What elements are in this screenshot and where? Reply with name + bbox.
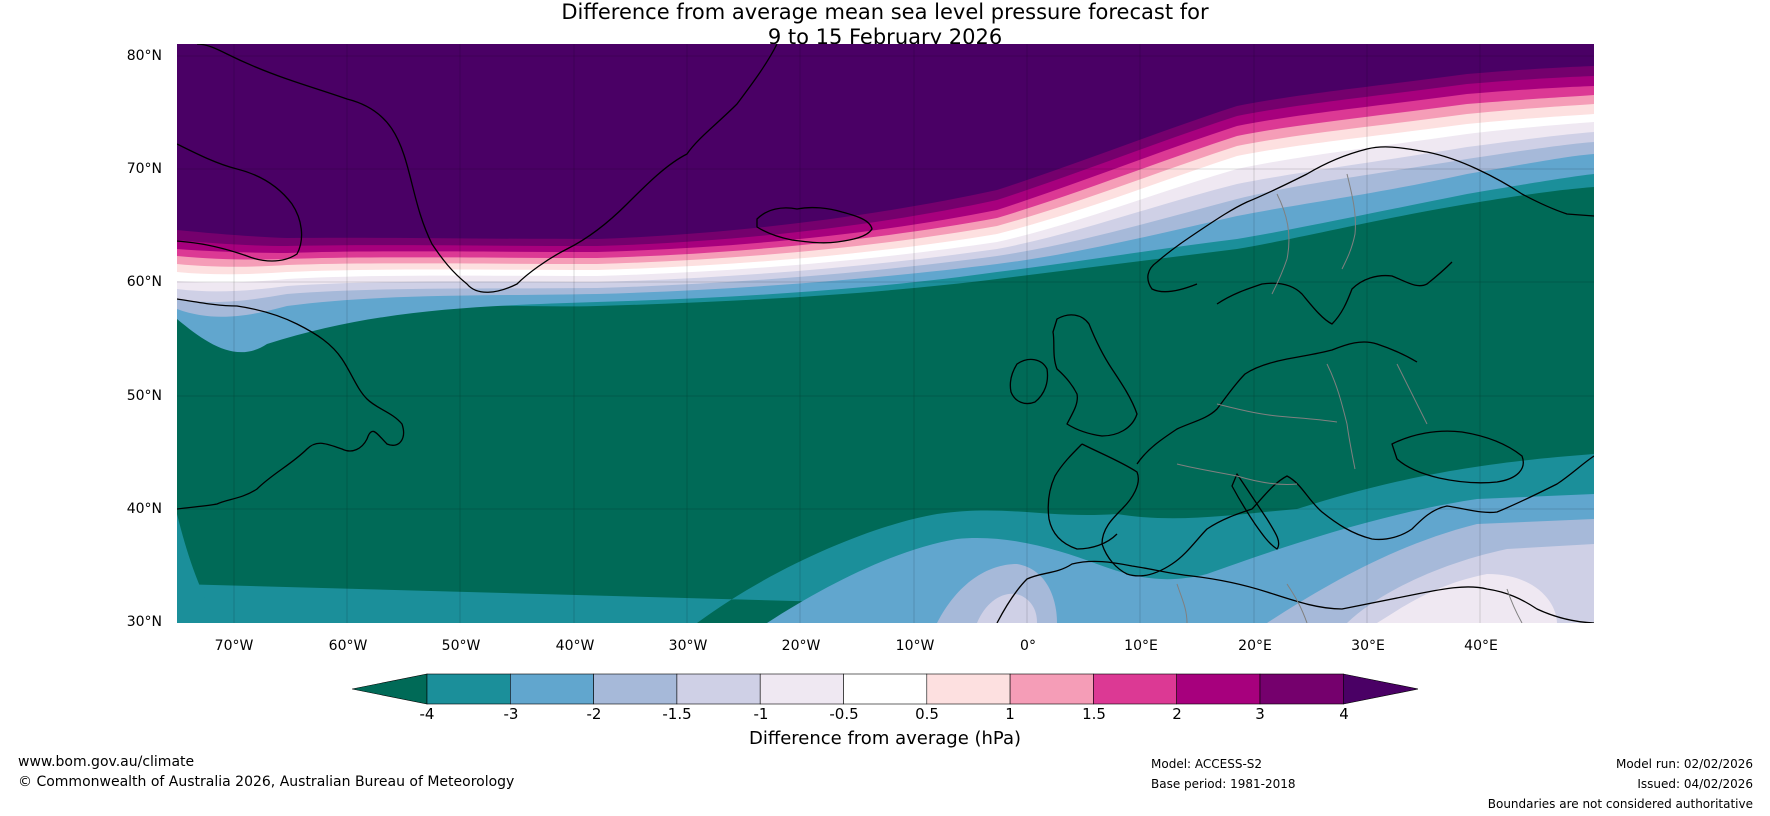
colorbar-tick-label: -1.5 xyxy=(662,705,692,723)
colorbar xyxy=(352,673,1418,705)
colorbar-segment xyxy=(1009,673,1094,705)
colorbar-tick-label: 1 xyxy=(1005,705,1015,723)
lon-label-0: 0° xyxy=(1020,638,1036,654)
map-title: Difference from average mean sea level p… xyxy=(0,0,1770,50)
coastlines xyxy=(177,44,1594,623)
colorbar-label: Difference from average (hPa) xyxy=(748,728,1022,749)
colorbar-segment xyxy=(1093,673,1178,705)
band-minus0p5-east xyxy=(1377,574,1557,623)
colorbar-segment xyxy=(593,673,678,705)
footer-issued: Issued: 04/02/2026 xyxy=(1637,777,1753,791)
north-sea-coast xyxy=(1136,341,1418,465)
footer-url: www.bom.gov.au/climate xyxy=(18,754,195,770)
colorbar-segment xyxy=(759,673,844,705)
lat-label-70n: 70°N xyxy=(126,161,162,177)
footer-model: Model: ACCESS-S2 xyxy=(1151,757,1263,771)
band-minus1-africa-west xyxy=(977,593,1037,623)
lon-label-50w: 50°W xyxy=(441,638,481,654)
positive-anomaly-region xyxy=(177,44,1594,239)
band-minus3-west xyxy=(177,514,217,623)
colorbar-segment xyxy=(1176,673,1261,705)
graticule xyxy=(177,44,1594,623)
colorbar-segment xyxy=(426,673,511,705)
colorbar-segment xyxy=(843,673,928,705)
baffin-coast xyxy=(177,143,303,262)
north-africa-coast xyxy=(996,560,1594,623)
lon-label-30e: 30°E xyxy=(1351,638,1385,654)
footer-base-period: Base period: 1981-2018 xyxy=(1151,777,1296,791)
lon-label-30w: 30°W xyxy=(668,638,708,654)
lat-label-40n: 40°N xyxy=(126,501,162,517)
colorbar-tick-label: -1 xyxy=(753,705,769,723)
scandinavia-coast xyxy=(1147,146,1594,293)
iberia-coast xyxy=(1047,443,1118,550)
title-line-1: Difference from average mean sea level p… xyxy=(561,0,1209,24)
footer-model-run: Model run: 02/02/2026 xyxy=(1615,757,1753,771)
lon-label-20w: 20°W xyxy=(781,638,821,654)
colorbar-segment xyxy=(1259,673,1344,705)
lon-label-70w: 70°W xyxy=(214,638,254,654)
greenland-coast xyxy=(196,44,778,293)
mediterranean-north-coast xyxy=(1081,443,1594,577)
colorbar-tick-label: 1.5 xyxy=(1082,705,1106,723)
colorbar-extend-high xyxy=(1342,673,1418,705)
black-sea-coast xyxy=(1391,430,1524,484)
colorbar-tick-label: -2 xyxy=(586,705,602,723)
lon-label-10w: 10°W xyxy=(895,638,935,654)
colorbar-tick-label: 0.5 xyxy=(915,705,939,723)
lat-label-60n: 60°N xyxy=(126,274,162,290)
lon-label-60w: 60°W xyxy=(328,638,368,654)
colorbar-tick-label: -3 xyxy=(503,705,519,723)
iceland-coast xyxy=(756,206,873,244)
great-britain-coast xyxy=(1052,314,1138,437)
lat-label-50n: 50°N xyxy=(126,388,162,404)
lon-label-40e: 40°E xyxy=(1464,638,1498,654)
lat-label-80n: 80°N xyxy=(126,48,162,64)
footer-disclaimer: Boundaries are not considered authoritat… xyxy=(1487,797,1753,811)
baltic-coast xyxy=(1216,261,1453,325)
colorbar-tick-label: -0.5 xyxy=(829,705,859,723)
pressure-anomaly-map xyxy=(177,44,1594,623)
labrador-coast xyxy=(177,298,405,510)
national-borders xyxy=(1176,173,1523,623)
colorbar-tick-label: 2 xyxy=(1172,705,1182,723)
lon-label-10e: 10°E xyxy=(1124,638,1158,654)
ireland-coast xyxy=(1009,358,1049,405)
lon-label-40w: 40°W xyxy=(555,638,595,654)
colorbar-segment xyxy=(926,673,1011,705)
italy-coast xyxy=(1231,473,1280,550)
footer-copyright: © Commonwealth of Australia 2026, Austra… xyxy=(18,774,515,790)
lat-label-30n: 30°N xyxy=(126,614,162,630)
colorbar-tick-label: 3 xyxy=(1255,705,1265,723)
colorbar-tick-label: -4 xyxy=(419,705,435,723)
colorbar-segment xyxy=(676,673,761,705)
colorbar-extend-low xyxy=(352,673,428,705)
colorbar-segment xyxy=(510,673,594,705)
colorbar-tick-label: 4 xyxy=(1339,705,1349,723)
lon-label-20e: 20°E xyxy=(1238,638,1272,654)
